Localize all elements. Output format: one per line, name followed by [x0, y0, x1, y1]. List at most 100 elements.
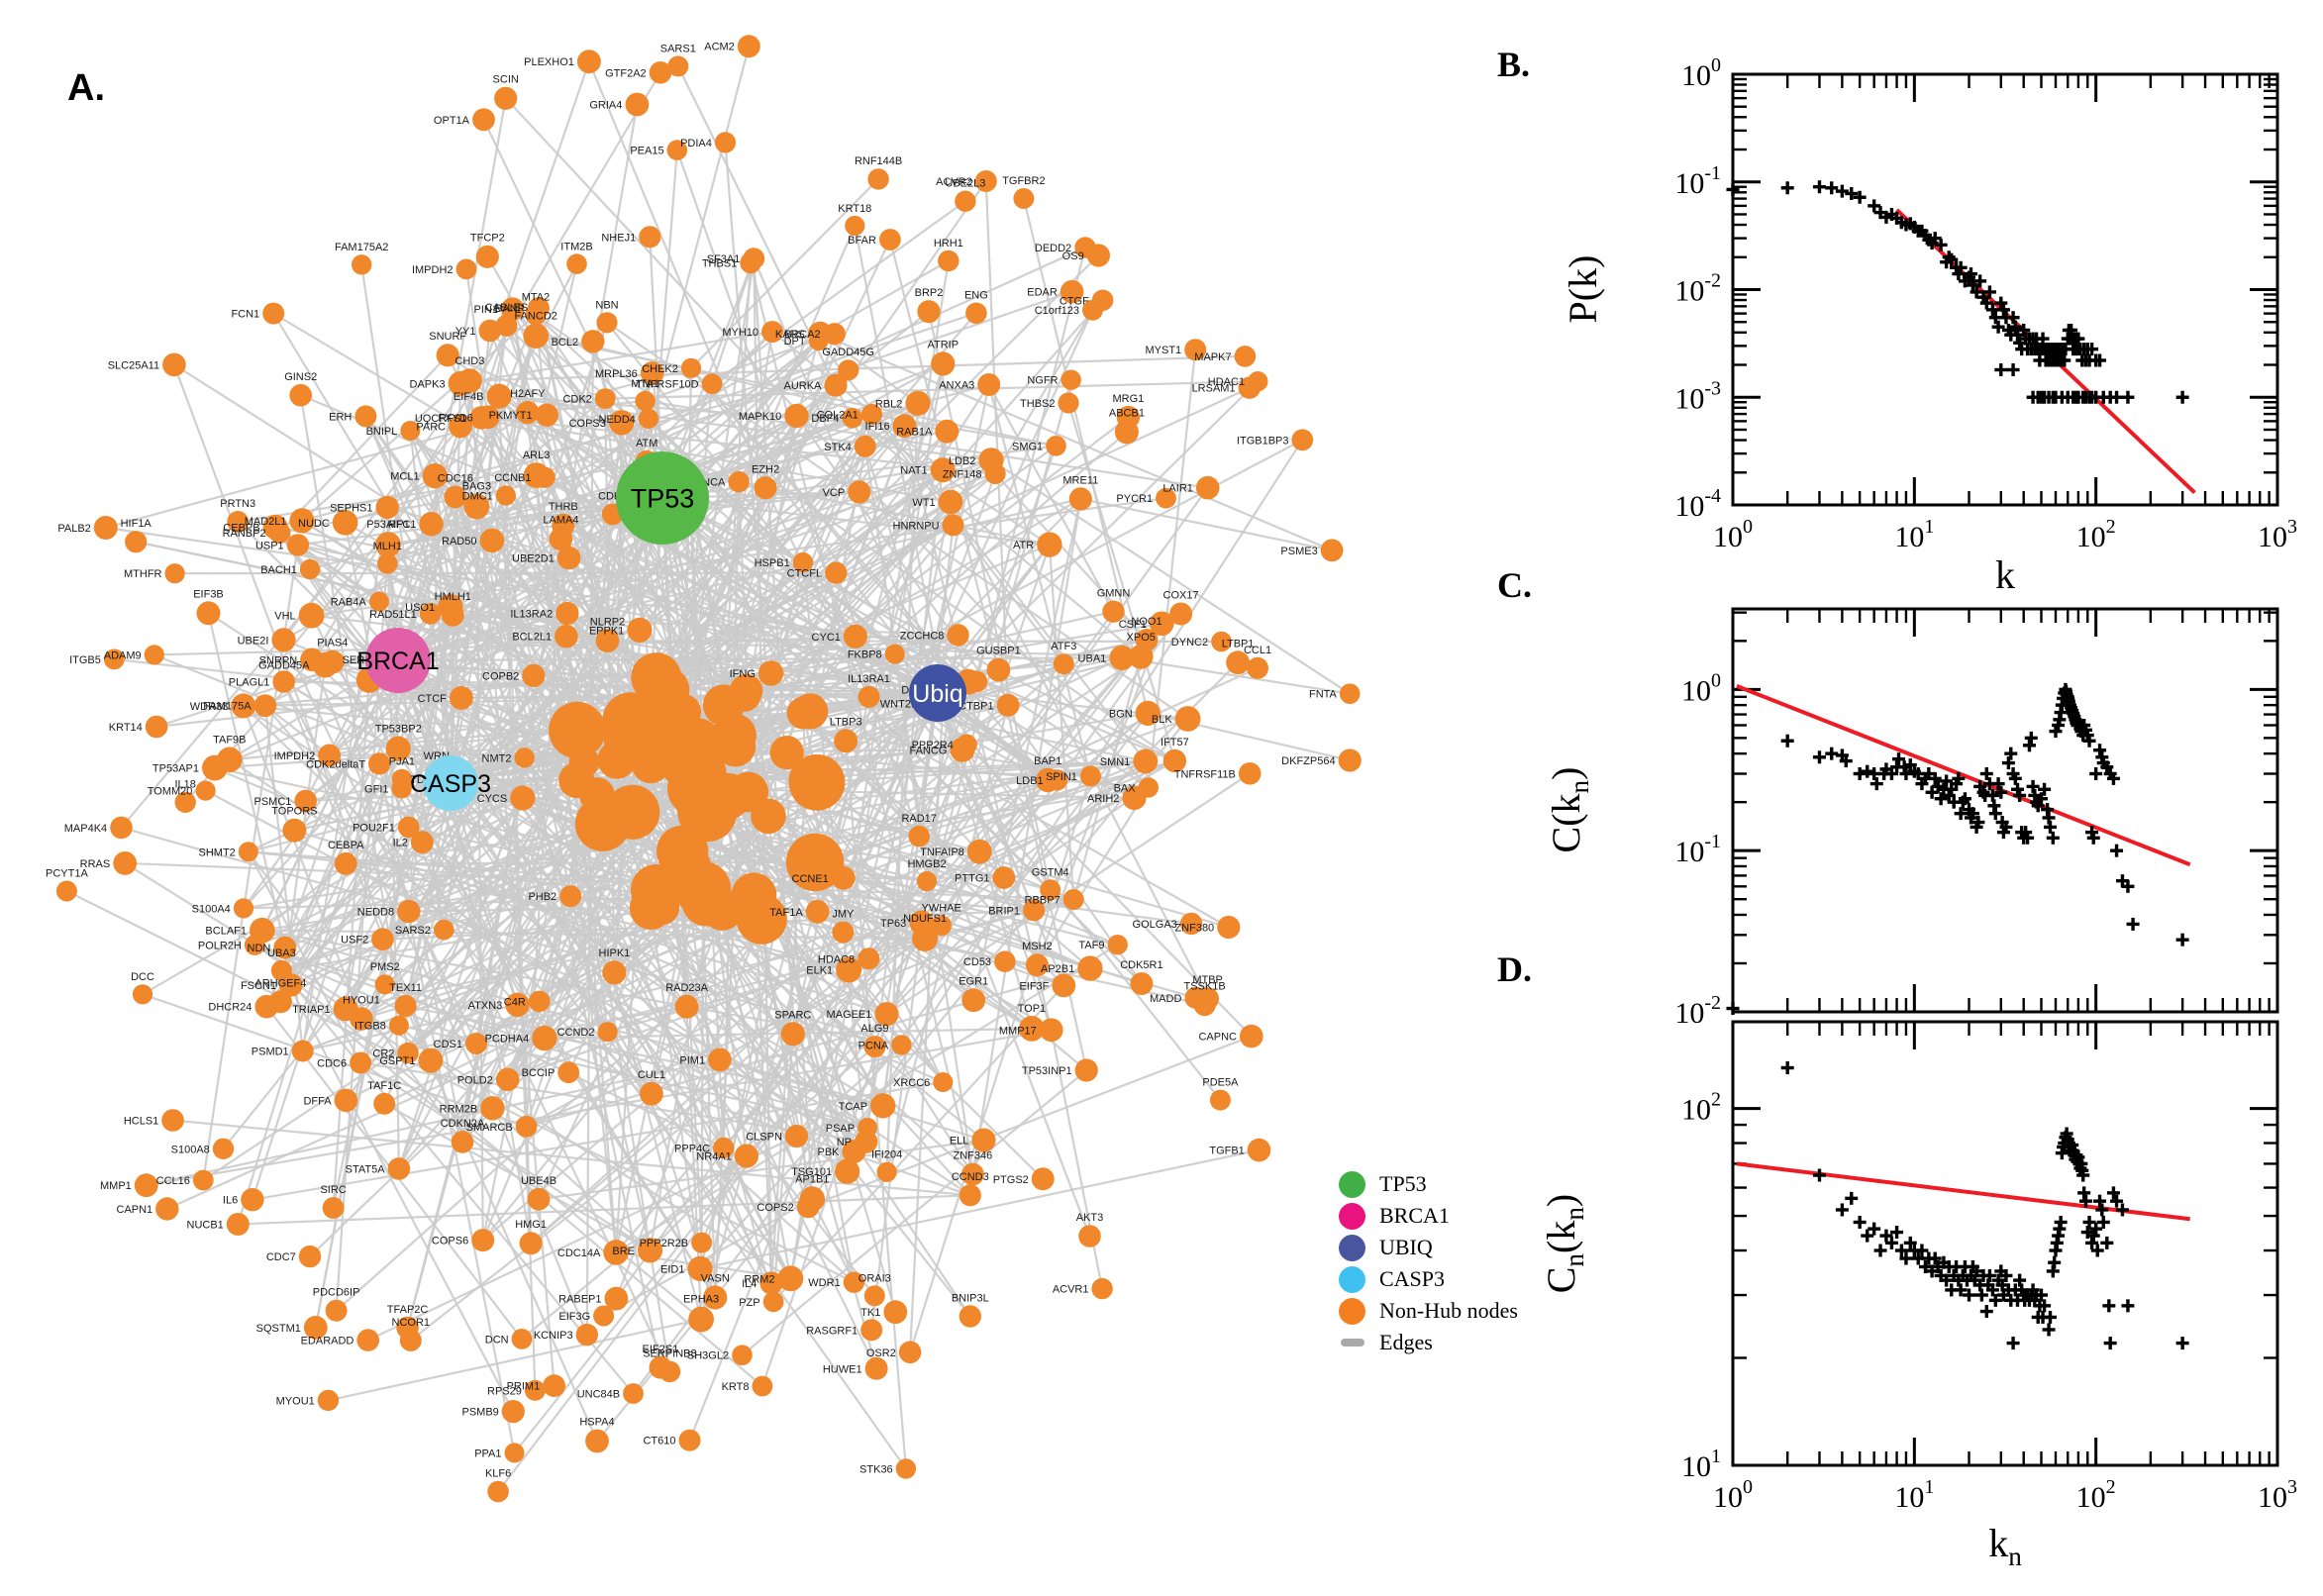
svg-text:ELL: ELL: [950, 1136, 969, 1147]
svg-text:MLH1: MLH1: [373, 541, 402, 552]
svg-text:LAIR1: LAIR1: [1162, 483, 1193, 495]
svg-text:COPB2: COPB2: [482, 670, 519, 682]
svg-text:PEA15: PEA15: [630, 146, 663, 157]
hub-label-ubiq: Ubiq: [912, 680, 962, 708]
svg-text:DBF4: DBF4: [811, 413, 839, 425]
svg-text:LDB1: LDB1: [1016, 775, 1044, 787]
svg-text:UBE2I: UBE2I: [238, 635, 269, 647]
svg-text:PIAS4: PIAS4: [317, 638, 348, 649]
panel-a-label: A.: [67, 67, 105, 109]
svg-text:BRE: BRE: [612, 1246, 635, 1257]
svg-text:MTA1: MTA1: [631, 378, 659, 390]
svg-text:SH3GL2: SH3GL2: [687, 1350, 729, 1362]
tick-label: 10-2: [1674, 992, 1721, 1030]
legend-item-ubiq: UBIQ: [1339, 1232, 1576, 1263]
svg-text:YWHAE: YWHAE: [922, 903, 961, 915]
svg-text:STK36: STK36: [859, 1463, 893, 1475]
svg-text:NR4A1: NR4A1: [696, 1151, 731, 1163]
svg-text:PSAP: PSAP: [826, 1123, 855, 1135]
svg-text:ARHGEF4: ARHGEF4: [254, 977, 306, 989]
svg-text:NBN: NBN: [595, 299, 618, 311]
svg-text:SPIN1: SPIN1: [1046, 771, 1077, 783]
plot-frame-D: [1731, 1020, 2279, 1467]
panel-d-label: D.: [1497, 949, 1532, 989]
svg-text:PIN1: PIN1: [474, 304, 498, 316]
svg-text:COX17: COX17: [1163, 590, 1199, 602]
svg-text:FANCG: FANCG: [909, 745, 947, 756]
svg-text:HRH1: HRH1: [934, 238, 963, 249]
svg-text:C4R: C4R: [504, 996, 526, 1008]
svg-text:DKFZP564: DKFZP564: [1281, 755, 1335, 767]
svg-text:IFI16: IFI16: [865, 421, 890, 433]
hub-node-brca1: [365, 628, 431, 693]
svg-text:DFFA: DFFA: [303, 1095, 332, 1107]
svg-text:PPA1: PPA1: [474, 1447, 501, 1459]
svg-text:DAPK3: DAPK3: [410, 378, 446, 390]
svg-text:NEDD4: NEDD4: [599, 414, 636, 426]
tick-label: 102: [2076, 1476, 2116, 1514]
svg-text:CYC1: CYC1: [812, 632, 841, 644]
svg-text:PHB2: PHB2: [528, 891, 556, 903]
svg-text:CR2: CR2: [372, 1048, 394, 1060]
tp53-dot-icon: [1339, 1170, 1365, 1198]
loglog-plots: 100 101 102 10310-410-310-210-1100kP(k)10-2…: [1539, 54, 2297, 1571]
edge-line-icon: [1341, 1339, 1364, 1347]
tick-label: 103: [2258, 1476, 2297, 1514]
svg-text:STK4: STK4: [824, 442, 852, 453]
svg-text:TAF9B: TAF9B: [213, 735, 246, 747]
svg-text:MRG1: MRG1: [1113, 393, 1145, 405]
svg-text:RPS29: RPS29: [487, 1385, 522, 1397]
svg-text:RASGRF1: RASGRF1: [806, 1325, 858, 1337]
svg-text:PARC: PARC: [416, 422, 446, 434]
svg-text:CTCF: CTCF: [418, 693, 448, 705]
plot-frame-C: [1731, 607, 2279, 1014]
svg-text:ACM2: ACM2: [704, 42, 735, 53]
svg-text:IMPDH2: IMPDH2: [274, 750, 316, 762]
svg-text:ITGB8: ITGB8: [354, 1021, 386, 1033]
svg-text:SPARC: SPARC: [774, 1009, 811, 1021]
svg-text:PRIM1: PRIM1: [507, 1381, 541, 1393]
svg-text:PLAGL1: PLAGL1: [229, 677, 270, 689]
svg-text:AP1B1: AP1B1: [795, 1173, 829, 1185]
svg-text:ACVR2: ACVR2: [936, 176, 972, 188]
svg-text:HSPB1: HSPB1: [755, 557, 790, 569]
svg-text:CEBPB: CEBPB: [223, 522, 259, 534]
tick-label: 101: [1681, 1446, 1721, 1483]
svg-text:FSCN1: FSCN1: [241, 980, 276, 992]
svg-text:CTBP1: CTBP1: [959, 700, 993, 712]
svg-text:MTA2: MTA2: [522, 291, 551, 303]
svg-text:CHEK2: CHEK2: [642, 363, 678, 375]
tick-label: 10-2: [1674, 270, 1721, 308]
svg-text:NDN: NDN: [248, 943, 271, 954]
svg-text:ATM: ATM: [636, 438, 657, 449]
svg-text:SARS1: SARS1: [660, 43, 696, 54]
svg-text:ITGB5: ITGB5: [69, 654, 101, 666]
svg-text:PLEXHO1: PLEXHO1: [524, 56, 574, 68]
svg-text:STAT5A: STAT5A: [346, 1163, 386, 1175]
svg-text:GRIA4: GRIA4: [589, 100, 622, 112]
svg-text:TCAP: TCAP: [839, 1101, 867, 1113]
svg-text:LDB2: LDB2: [949, 455, 976, 467]
tick-label: 103: [2258, 516, 2297, 553]
svg-text:CDKN2A: CDKN2A: [441, 1118, 485, 1130]
svg-text:WDR1: WDR1: [808, 1277, 840, 1289]
tick-label: 101: [1894, 1476, 1934, 1514]
svg-text:CCL1: CCL1: [1244, 645, 1271, 656]
svg-text:TSSK1B: TSSK1B: [1184, 981, 1226, 993]
svg-text:DEDD2: DEDD2: [1035, 243, 1071, 254]
svg-text:CCL16: CCL16: [156, 1175, 190, 1187]
svg-text:BAG3: BAG3: [462, 481, 491, 493]
svg-text:SF3A1: SF3A1: [707, 253, 741, 265]
svg-text:FAM175A: FAM175A: [203, 701, 252, 713]
legend-label: TP53: [1379, 1171, 1427, 1196]
svg-text:TOP1: TOP1: [1018, 1003, 1047, 1015]
svg-text:TP53BP2: TP53BP2: [375, 724, 422, 736]
legend-label: CASP3: [1379, 1266, 1446, 1291]
svg-text:USO1: USO1: [405, 602, 435, 614]
svg-text:ZCCHC8: ZCCHC8: [900, 630, 945, 642]
tick-label: 10-4: [1674, 485, 1721, 523]
svg-text:ATXN3: ATXN3: [468, 1000, 503, 1012]
svg-text:CAPNC: CAPNC: [1198, 1032, 1237, 1044]
svg-text:PIM1: PIM1: [679, 1054, 705, 1066]
